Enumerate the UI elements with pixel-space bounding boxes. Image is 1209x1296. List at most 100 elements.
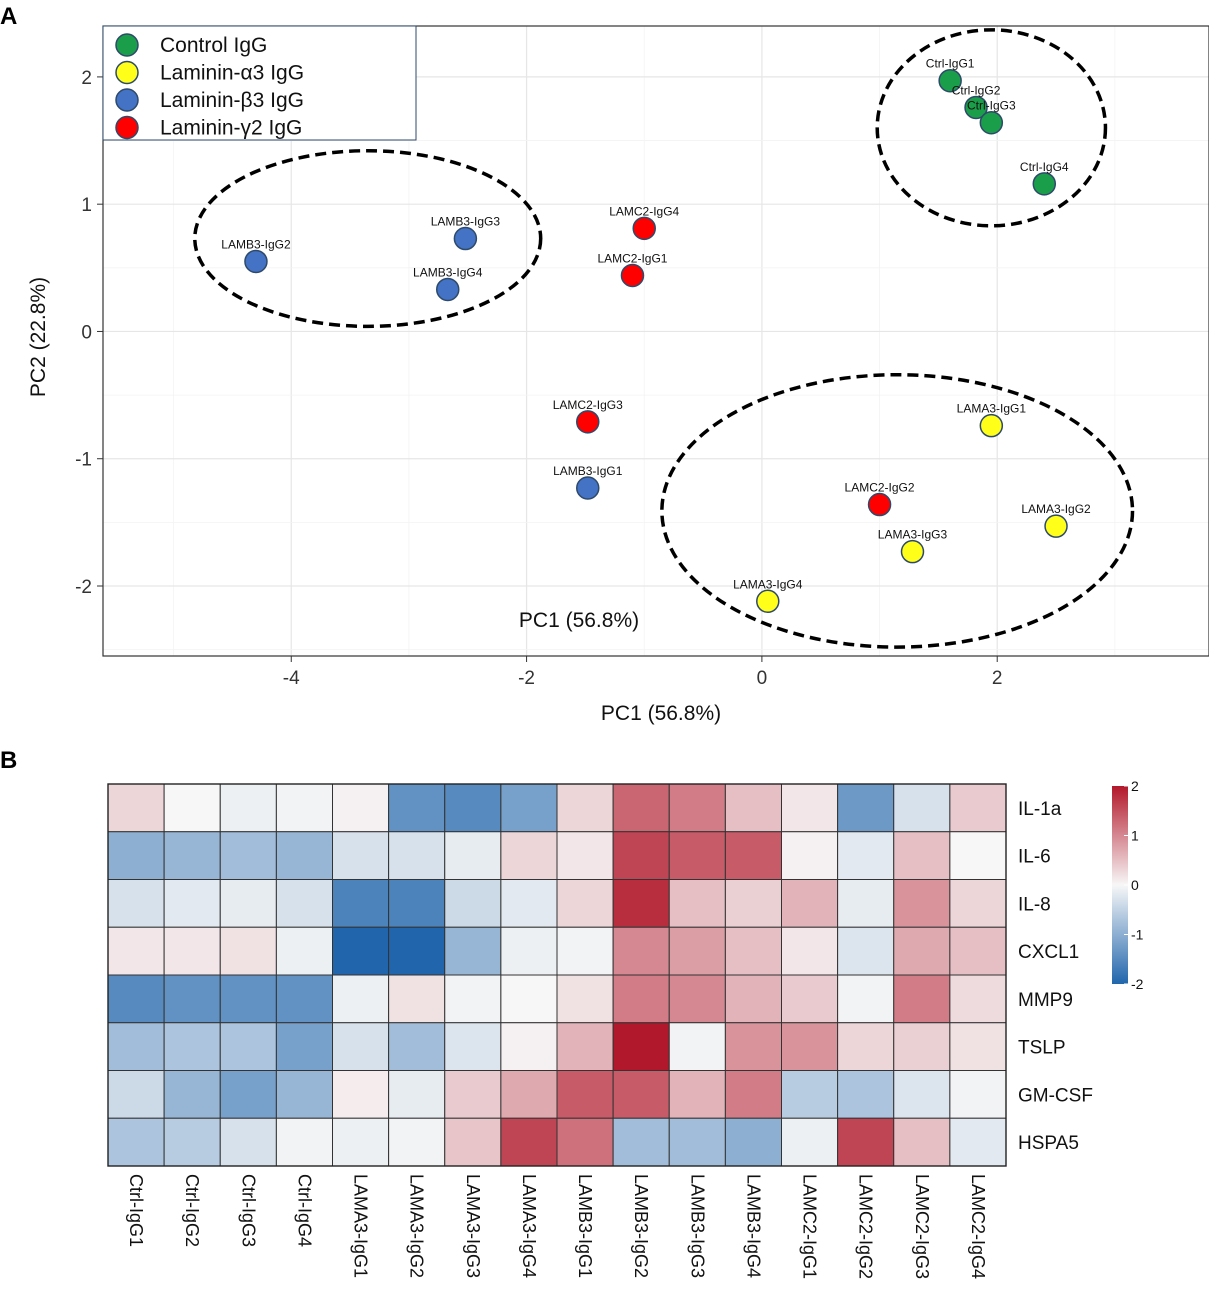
legend-entry-laminin-2-igg: Laminin-γ2 IgG: [160, 117, 302, 140]
cluster-ellipse-control-igg: [875, 28, 1108, 228]
column-label-ctrl-igg3: Ctrl-IgG3: [238, 1174, 258, 1247]
legend-swatch-laminin-3-igg: [115, 60, 139, 85]
row-label-mmp9: MMP9: [1018, 990, 1073, 1011]
point-label-ctrl-igg2: Ctrl-IgG2: [952, 83, 1001, 97]
heatmap-cell-hspa5-lama3-igg3: [444, 1117, 502, 1167]
point-label-lama3-igg3: LAMA3-IgG3: [878, 528, 948, 542]
row-label-il-8: IL-8: [1018, 894, 1051, 915]
column-label-lamb3-igg1: LAMB3-IgG1: [575, 1174, 595, 1278]
heatmap-cell-il-1a-lamc2-igg1: [781, 783, 839, 833]
heatmap-cell-gm-csf-ctrl-igg4: [275, 1070, 333, 1119]
heatmap-cell-hspa5-ctrl-igg2: [163, 1117, 221, 1167]
heatmap-cell-tslp-lamc2-igg1: [781, 1022, 839, 1071]
heatmap-cell-gm-csf-lamb3-igg1: [556, 1070, 614, 1119]
heatmap-cell-hspa5-lamc2-igg4: [949, 1117, 1007, 1167]
point-lamc2-igg2: [867, 492, 892, 517]
heatmap-cell-tslp-lama3-igg2: [388, 1022, 446, 1071]
heatmap-cell-mmp9-lamb3-igg2: [612, 974, 670, 1024]
heatmap-cell-il-8-lama3-igg3: [444, 879, 502, 928]
heatmap-cell-mmp9-lama3-igg4: [500, 974, 558, 1024]
heatmap-cell-il-8-lama3-igg1: [332, 879, 390, 928]
point-label-lama3-igg2: LAMA3-IgG2: [1021, 502, 1091, 516]
heatmap-cell-il-6-lama3-igg1: [332, 831, 390, 880]
heatmap-cell-cxcl1-ctrl-igg3: [219, 926, 277, 976]
heatmap-cell-gm-csf-lamb3-igg2: [612, 1070, 670, 1119]
heatmap-cell-cxcl1-lamb3-igg3: [668, 926, 726, 976]
pca-x-axis-title: PC1 (56.8%): [601, 702, 721, 725]
heatmap-cell-gm-csf-lama3-igg2: [388, 1070, 446, 1119]
heatmap-cell-cxcl1-lamc2-igg1: [781, 926, 839, 976]
point-label-lamc2-igg4: LAMC2-IgG4: [609, 204, 679, 218]
heatmap-cell-il-8-ctrl-igg3: [219, 879, 277, 928]
point-label-lamb3-igg4: LAMB3-IgG4: [413, 265, 483, 279]
heatmap-cell-il-6-ctrl-igg3: [219, 831, 277, 880]
row-label-il-6: IL-6: [1018, 847, 1051, 868]
heatmap-cell-il-1a-lamc2-igg3: [893, 783, 951, 833]
point-ctrl-igg3: [979, 110, 1004, 135]
heatmap-row-labels: IL-1a IL-6 IL-8 CXCL1 MMP9 TSLP GM-CSF HSPA5: [1018, 799, 1093, 1154]
heatmap-cell-mmp9-lamc2-igg1: [781, 974, 839, 1024]
heatmap-cell-tslp-lamc2-igg2: [837, 1022, 895, 1071]
heatmap-cell-cxcl1-lamb3-igg4: [724, 926, 782, 976]
y-tick-label: -1: [75, 450, 92, 471]
heatmap-cell-tslp-ctrl-igg2: [163, 1022, 221, 1071]
heatmap-cell-il-6-lama3-igg4: [500, 831, 558, 880]
heatmap-cell-mmp9-lamc2-igg4: [949, 974, 1007, 1024]
heatmap-cell-tslp-ctrl-igg4: [275, 1022, 333, 1071]
x-tick-label: 2: [992, 668, 1003, 689]
point-lamb3-igg4: [435, 277, 460, 302]
heatmap-cell-il-6-lamb3-igg1: [556, 831, 614, 880]
heatmap-cell-il-6-lama3-igg3: [444, 831, 502, 880]
heatmap-cell-il-8-lamc2-igg2: [837, 879, 895, 928]
heatmap-cell-hspa5-ctrl-igg1: [107, 1117, 165, 1167]
heatmap-cell-cxcl1-lamc2-igg2: [837, 926, 895, 976]
point-label-ctrl-igg4: Ctrl-IgG4: [1020, 160, 1069, 174]
heatmap-cell-il-6-ctrl-igg1: [107, 831, 165, 880]
x-tick-label: -4: [283, 668, 300, 689]
heatmap-cell-mmp9-lama3-igg3: [444, 974, 502, 1024]
point-lamb3-igg2: [244, 249, 268, 274]
heatmap-cell-il-6-lamb3-igg4: [724, 831, 782, 880]
pca-axis-ticks: -4 -2 0 2 -2 -1 0 1 2: [75, 68, 1002, 689]
column-label-lamb3-igg3: LAMB3-IgG3: [687, 1174, 707, 1278]
heatmap-cell-hspa5-lamb3-igg2: [612, 1117, 670, 1167]
pca-points: Ctrl-IgG1 Ctrl-IgG2 Ctrl-IgG3 Ctrl-IgG4 LAMA…: [221, 57, 1091, 614]
heatmap-cell-il-8-lama3-igg4: [500, 879, 558, 928]
heatmap-cell-hspa5-lama3-igg4: [500, 1117, 558, 1167]
heatmap-cell-il-1a-ctrl-igg1: [107, 783, 165, 833]
column-label-lamc2-igg2: LAMC2-IgG2: [856, 1174, 876, 1279]
y-tick-label: 2: [81, 68, 92, 89]
heatmap-cell-il-1a-lamc2-igg4: [949, 783, 1007, 833]
heatmap-cell-gm-csf-lamc2-igg2: [837, 1070, 895, 1119]
heatmap-cell-hspa5-ctrl-igg3: [219, 1117, 277, 1167]
pca-y-axis-title: PC2 (22.8%): [27, 277, 50, 397]
heatmap-cell-hspa5-ctrl-igg4: [275, 1117, 333, 1167]
heatmap-cell-il-1a-lama3-igg3: [444, 783, 502, 833]
row-label-il-1a: IL-1a: [1018, 799, 1062, 820]
heatmap-cell-gm-csf-lamb3-igg3: [668, 1070, 726, 1119]
heatmap-cell-hspa5-lamc2-igg3: [893, 1117, 951, 1167]
pca-legend: Control IgG Laminin-α3 IgG Laminin-β3 IgG L…: [102, 25, 417, 141]
column-label-lamb3-igg4: LAMB3-IgG4: [743, 1174, 763, 1278]
heatmap-cell-mmp9-ctrl-igg3: [219, 974, 277, 1024]
heatmap-cell-il-6-lama3-igg2: [388, 831, 446, 880]
heatmap-cell-mmp9-lamb3-igg1: [556, 974, 614, 1024]
heatmap-cell-il-1a-ctrl-igg4: [275, 783, 333, 833]
point-lamc2-igg4: [632, 216, 656, 241]
legend-entry-laminin-3-igg: Laminin-β3 IgG: [160, 89, 304, 112]
column-label-lama3-igg3: LAMA3-IgG3: [463, 1174, 483, 1278]
legend-swatch-control-igg: [115, 33, 139, 57]
legend-entry-laminin-3-igg: Laminin-α3 IgG: [160, 62, 304, 85]
column-label-lamc2-igg1: LAMC2-IgG1: [800, 1174, 820, 1279]
y-tick-label: -2: [75, 577, 92, 598]
heatmap-cell-gm-csf-lamc2-igg3: [893, 1070, 951, 1119]
point-lamc2-igg3: [576, 410, 600, 434]
column-label-ctrl-igg2: Ctrl-IgG2: [182, 1174, 202, 1247]
column-label-lamc2-igg3: LAMC2-IgG3: [912, 1174, 932, 1279]
colorbar-tick-label: 2: [1131, 778, 1139, 794]
heatmap-cell-il-8-lamc2-igg1: [781, 879, 839, 928]
heatmap-cell-il-1a-ctrl-igg2: [163, 783, 221, 833]
column-label-ctrl-igg1: Ctrl-IgG1: [126, 1174, 146, 1247]
point-label-lamb3-igg3: LAMB3-IgG3: [431, 215, 501, 229]
